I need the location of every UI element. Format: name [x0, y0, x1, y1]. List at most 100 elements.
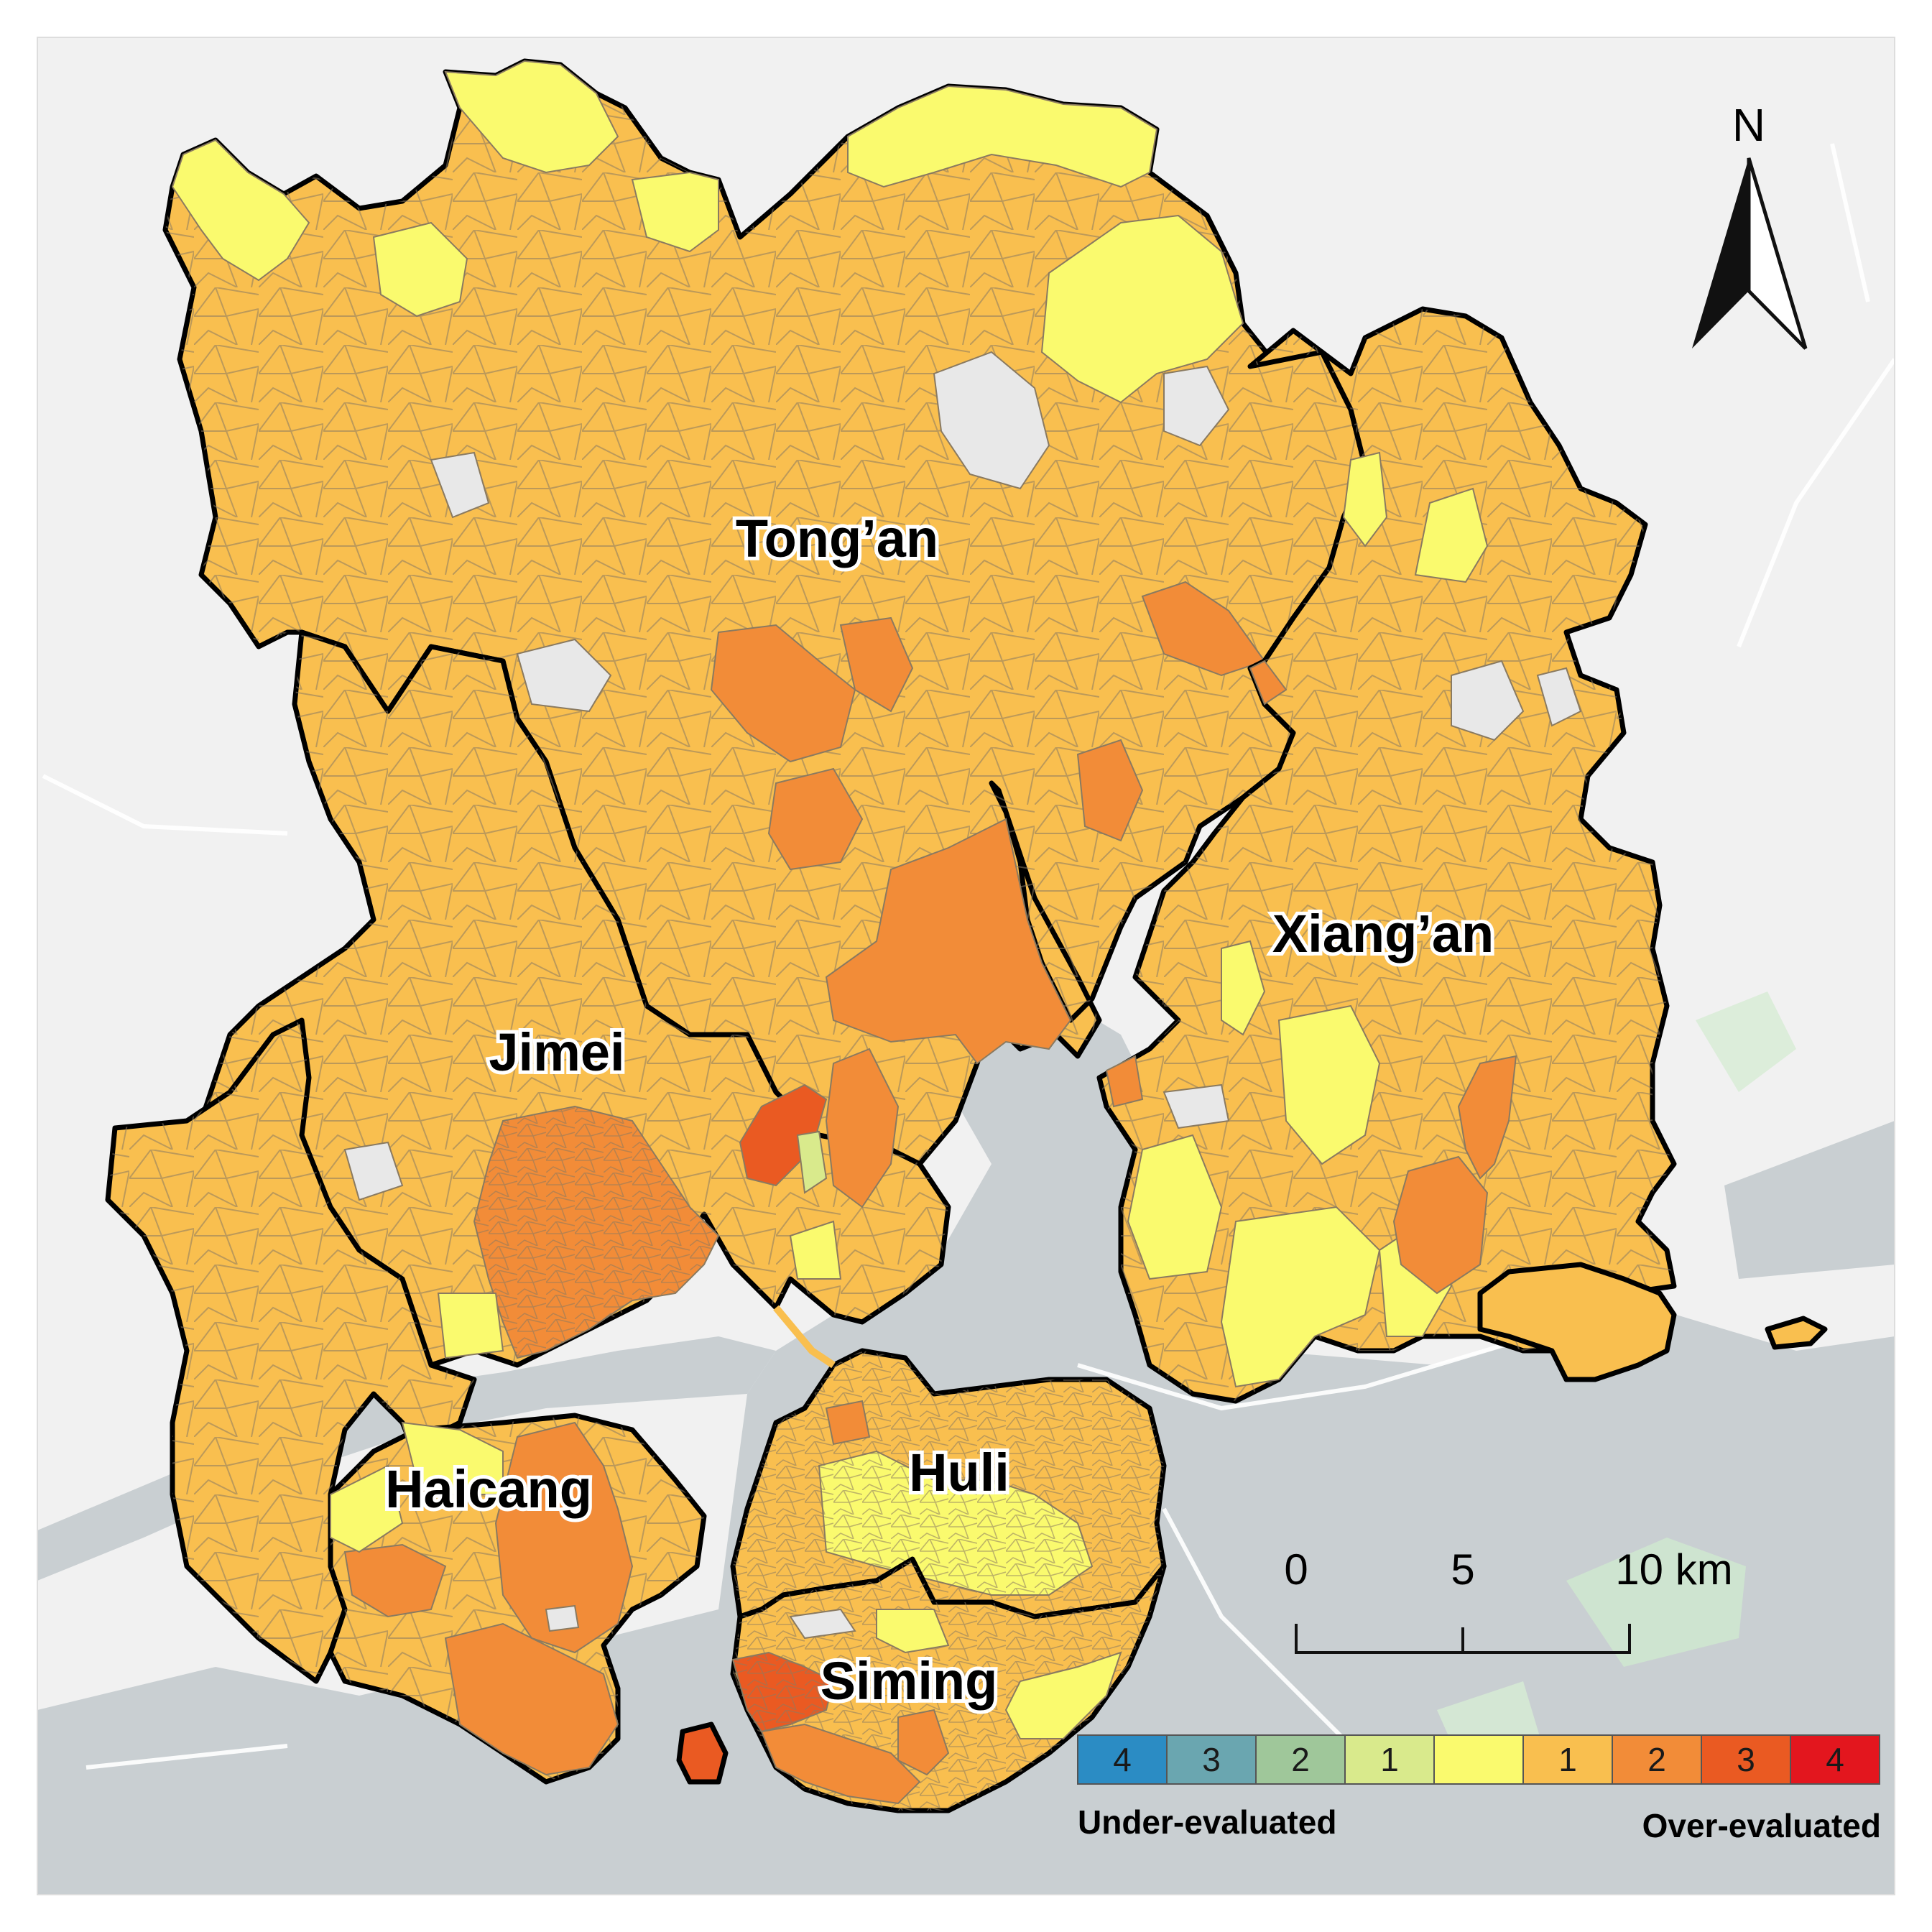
- jimei-excluded: [343, 1141, 404, 1201]
- legend-over-label: Over-evaluated: [1642, 1807, 1881, 1844]
- district-huli: [730, 1348, 1167, 1619]
- district-label-jimei: Jimei: [489, 1022, 624, 1082]
- haicang-level2-south: [444, 1622, 619, 1776]
- xiangan-excluded-1: [1451, 660, 1525, 741]
- xiangan-island-east: [1477, 1262, 1677, 1382]
- north-arrow: N: [1692, 99, 1808, 350]
- north-arrow-right-half: [1747, 157, 1808, 350]
- haicang-excluded: [545, 1604, 580, 1632]
- causeway-bridge: [773, 1305, 836, 1369]
- tongan-level0-west: [372, 221, 468, 318]
- basemap-roads: [42, 143, 1897, 1770]
- green-patch-northeast: [1696, 992, 1796, 1092]
- scale-tick-0: 0: [1284, 1545, 1308, 1594]
- jimei-level2-south-cells: [474, 1106, 718, 1358]
- tongan-reservoir-2: [1163, 365, 1230, 447]
- xiangan-level0-west: [1221, 940, 1266, 1036]
- xiangan-island-small: [1765, 1316, 1828, 1350]
- legend-swatch-label: 1: [1558, 1741, 1577, 1778]
- legend-swatch-label: 2: [1647, 1741, 1666, 1778]
- xiangan-level0-north2: [1414, 487, 1489, 583]
- haicang-level2-west: [343, 1543, 447, 1618]
- xiangan-level0-center: [1277, 1004, 1381, 1165]
- xiangan-level2-southeast: [1392, 1155, 1489, 1295]
- tongan-level2-center1: [710, 624, 856, 763]
- district-label-huli: Huli: [909, 1443, 1009, 1502]
- xiangan-level2-coast: [1105, 1055, 1144, 1108]
- xiangan-excluded-2: [1536, 667, 1582, 727]
- haicang-islet: [676, 1721, 729, 1785]
- scale-tick-10: 10 km: [1615, 1545, 1732, 1594]
- xiangan-level0-north1: [1342, 451, 1388, 547]
- legend-swatch-label: 4: [1826, 1741, 1844, 1778]
- jimei-level2-east: [825, 1048, 900, 1208]
- jimei-level3-center: [739, 1083, 828, 1187]
- huli-level2-north: [825, 1400, 871, 1446]
- district-label-xiangan: Xiang’an: [1272, 904, 1494, 963]
- xiangan-level2-northwest: [1249, 660, 1288, 706]
- xiangan-excluded-3: [1163, 1083, 1230, 1129]
- tongan-level2-center2: [767, 767, 864, 871]
- legend-swatch: [1790, 1734, 1880, 1785]
- legend: 4 3 2 1 1 2 3 4: [1077, 1734, 1880, 1785]
- legend-under-label: Under-evaluated: [1078, 1803, 1336, 1841]
- legend-swatch: [1522, 1734, 1613, 1785]
- haicang-cells: [108, 1020, 474, 1681]
- legend-swatch: [1255, 1734, 1346, 1785]
- tongan-level2-southeast: [1076, 739, 1144, 842]
- legend-swatch-label: 1: [1380, 1741, 1399, 1778]
- tongan-level2-south: [825, 818, 1072, 1065]
- sea-east-bay: [1724, 1121, 1895, 1279]
- tongan-level2-center3: [839, 616, 914, 713]
- xiangan-level2-east: [1457, 1055, 1517, 1180]
- siming-level3-west-cells: [733, 1653, 833, 1732]
- sea-west-channel: [37, 1336, 776, 1581]
- haicang-level0-north: [401, 1421, 504, 1495]
- legend-swatch: [1344, 1734, 1435, 1785]
- tongan-level0-north: [847, 85, 1158, 188]
- tongan-level0-nw1: [171, 139, 310, 282]
- legend-swatch-label: 3: [1202, 1741, 1221, 1778]
- tongan-level0-nw2: [444, 60, 619, 174]
- green-patch-east: [1566, 1538, 1746, 1667]
- district-tongan: [162, 58, 1368, 1167]
- siming-level2-south: [897, 1709, 950, 1776]
- north-arrow-letter: N: [1732, 99, 1765, 151]
- jimei-level0-south: [437, 1293, 504, 1359]
- xiangan-cells: [1099, 309, 1674, 1401]
- siming-level0-east: [1004, 1651, 1122, 1739]
- legend-swatch-label: 3: [1737, 1741, 1755, 1778]
- district-label-haicang: Haicang: [385, 1459, 592, 1519]
- haicang-level0-west: [330, 1464, 404, 1553]
- legend-swatch: [1166, 1734, 1257, 1785]
- district-haicang: [105, 1017, 707, 1785]
- scale-bar: 0 5 10 km: [1284, 1545, 1733, 1654]
- legend-swatch-label: 4: [1113, 1741, 1132, 1778]
- district-jimei: [198, 629, 951, 1368]
- siming-excluded: [789, 1608, 856, 1640]
- siming-level2-southwest: [760, 1723, 921, 1805]
- jimei-level1-under: [796, 1130, 828, 1194]
- tongan-reservoir-3: [516, 638, 612, 713]
- tongan-reservoir-1: [933, 351, 1050, 490]
- haicang-level2-east: [494, 1421, 634, 1654]
- huli-level0-center-cells: [819, 1451, 1092, 1595]
- legend-swatch-label: 2: [1291, 1741, 1310, 1778]
- district-xiangan: [1096, 306, 1677, 1404]
- siming-level0-north: [876, 1609, 950, 1654]
- north-arrow-left-half: [1692, 158, 1749, 348]
- legend-swatch: [1077, 1734, 1168, 1785]
- jimei-level0-southeast: [789, 1220, 842, 1280]
- district-label-siming: Siming: [821, 1651, 998, 1711]
- district-siming: [730, 1556, 1167, 1813]
- scale-bar-line: [1295, 1624, 1631, 1654]
- map-frame: [37, 37, 1895, 1895]
- xiangan-level0-south: [1220, 1206, 1381, 1388]
- tongan-level0-nw3: [631, 171, 719, 253]
- district-label-tongan: Tong’an: [736, 509, 938, 568]
- xiangan-level0-southwest: [1127, 1134, 1223, 1280]
- legend-swatch: [1433, 1734, 1524, 1785]
- tongan-reservoir-4: [430, 451, 490, 519]
- scale-tick-5: 5: [1451, 1545, 1474, 1594]
